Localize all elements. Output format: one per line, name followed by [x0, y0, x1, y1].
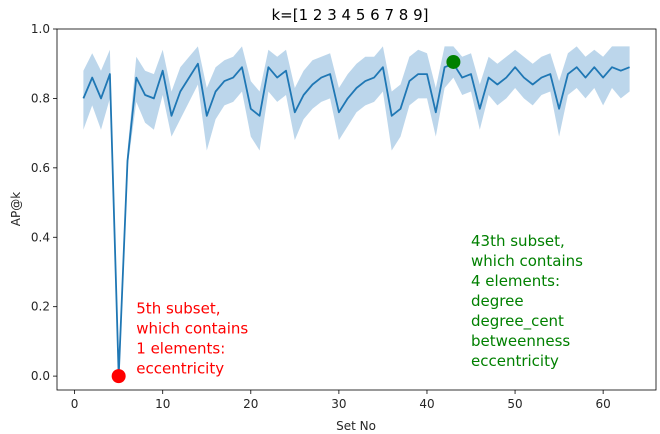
- x-tick-label: 30: [331, 397, 346, 411]
- x-tick-label: 0: [71, 397, 79, 411]
- plot-area: [82, 46, 630, 384]
- min-annotation-line: 1 elements:: [136, 340, 225, 358]
- x-tick-label: 20: [243, 397, 258, 411]
- y-tick-label: 0.2: [31, 300, 50, 314]
- y-tick-label: 0.0: [31, 369, 50, 383]
- x-tick-label: 60: [596, 397, 611, 411]
- min-point-marker: [111, 369, 126, 384]
- y-tick-label: 0.8: [31, 91, 50, 105]
- max-point-marker: [446, 54, 461, 69]
- max-annotation-line: betweenness: [471, 332, 570, 350]
- x-axis-label: Set No: [336, 419, 376, 433]
- x-tick-label: 40: [419, 397, 434, 411]
- max-annotation-line: 43th subset,: [471, 232, 565, 250]
- min-annotation-line: eccentricity: [136, 360, 224, 378]
- max-annotation-line: degree: [471, 292, 524, 310]
- y-tick-label: 0.6: [31, 161, 50, 175]
- min-annotation-line: 5th subset,: [136, 300, 220, 318]
- y-tick-label: 1.0: [31, 22, 50, 36]
- annotations: 5th subset, which contains 1 elements: ecce…: [136, 232, 583, 378]
- max-annotation-line: 4 elements:: [471, 272, 560, 290]
- y-tick-label: 0.4: [31, 230, 50, 244]
- max-annotation-line: which contains: [471, 252, 583, 270]
- min-annotation-line: which contains: [136, 320, 248, 338]
- chart-title: k=[1 2 3 4 5 6 7 8 9]: [272, 6, 429, 24]
- axis-ticks: 0 10 20 30 40 50 60 0.0 0.2 0.4 0.6 0.8 1.0: [31, 22, 611, 411]
- series-line: [82, 62, 630, 378]
- max-annotation-line: degree_cent: [471, 312, 564, 331]
- max-annotation-line: eccentricity: [471, 352, 559, 370]
- x-tick-label: 10: [155, 397, 170, 411]
- x-tick-label: 50: [507, 397, 522, 411]
- plot-frame: [56, 28, 657, 391]
- y-axis-label: AP@k: [9, 192, 23, 226]
